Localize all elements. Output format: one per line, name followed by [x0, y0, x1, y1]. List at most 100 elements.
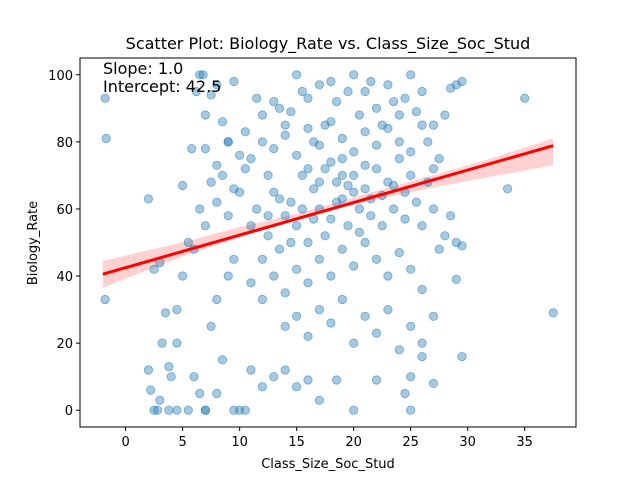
- data-point: [291, 311, 302, 321]
- data-point: [178, 180, 188, 191]
- data-point: [383, 271, 393, 281]
- data-point: [257, 110, 267, 120]
- data-point: [326, 157, 336, 167]
- data-point: [394, 248, 404, 258]
- data-point: [417, 351, 427, 362]
- confidence-band-layer: [102, 138, 554, 288]
- data-point: [343, 86, 353, 97]
- data-point: [406, 405, 416, 415]
- data-point: [274, 194, 285, 204]
- data-point: [548, 308, 558, 318]
- data-point: [157, 338, 167, 348]
- data-point: [337, 294, 347, 305]
- data-point: [349, 170, 359, 180]
- data-point: [100, 93, 110, 103]
- data-point: [212, 388, 222, 399]
- data-point: [349, 405, 359, 415]
- data-point: [349, 261, 359, 271]
- data-point: [291, 382, 302, 392]
- data-point: [337, 244, 347, 254]
- data-point: [269, 271, 279, 281]
- data-point: [440, 231, 450, 241]
- data-point: [371, 328, 382, 338]
- data-point: [291, 70, 302, 80]
- data-point: [360, 311, 370, 321]
- data-point: [371, 140, 382, 150]
- data-point: [406, 147, 416, 157]
- data-point: [195, 388, 205, 399]
- data-point: [286, 237, 296, 248]
- data-point: [406, 321, 416, 331]
- data-point: [206, 90, 216, 100]
- data-point: [223, 211, 233, 221]
- data-point: [263, 211, 273, 221]
- data-point: [164, 405, 174, 415]
- data-point: [183, 237, 193, 248]
- data-point: [217, 355, 228, 365]
- data-point: [394, 110, 404, 120]
- data-point: [240, 405, 250, 415]
- data-point: [354, 204, 364, 214]
- data-point: [366, 76, 376, 87]
- data-point: [326, 318, 336, 328]
- data-point: [229, 254, 239, 264]
- data-point: [388, 180, 399, 191]
- data-point: [428, 164, 439, 174]
- y-ticks: 0 20 40 60 80 100: [48, 69, 80, 419]
- data-point: [377, 221, 387, 231]
- y-tick-label: 0: [65, 404, 73, 419]
- data-point: [269, 97, 279, 107]
- y-tick-label: 20: [56, 337, 73, 352]
- data-point: [212, 160, 222, 170]
- data-point: [280, 288, 290, 298]
- data-point: [303, 331, 313, 341]
- data-point: [257, 137, 267, 147]
- x-tick-label: 25: [402, 435, 419, 450]
- data-point: [263, 170, 273, 180]
- data-point: [195, 70, 205, 80]
- intercept-annotation: Intercept: 42.5: [103, 77, 221, 96]
- data-point: [303, 93, 313, 103]
- data-point: [383, 123, 393, 133]
- y-tick-label: 40: [56, 270, 73, 285]
- data-point: [309, 184, 319, 194]
- data-point: [371, 103, 382, 113]
- data-point: [257, 294, 267, 305]
- x-axis-label: Class_Size_Soc_Stud: [261, 457, 395, 472]
- data-point: [383, 177, 393, 187]
- data-point: [246, 221, 256, 231]
- data-point: [291, 264, 302, 274]
- regression-line: [102, 144, 554, 276]
- data-point: [195, 204, 205, 214]
- data-point: [149, 405, 159, 415]
- data-point: [354, 227, 364, 237]
- data-point: [200, 144, 210, 154]
- y-tick-label: 80: [56, 136, 73, 151]
- data-point: [457, 241, 467, 251]
- data-point: [269, 372, 279, 382]
- data-point: [252, 204, 262, 214]
- data-point: [212, 197, 222, 207]
- data-point: [360, 127, 370, 137]
- data-point: [314, 395, 324, 405]
- confidence-band: [102, 138, 554, 288]
- data-point: [286, 107, 296, 117]
- data-point: [172, 304, 182, 315]
- data-point: [149, 264, 159, 274]
- data-point: [314, 80, 324, 90]
- data-point: [309, 137, 319, 147]
- data-point: [337, 133, 347, 144]
- data-point: [331, 97, 342, 107]
- y-tick-label: 100: [48, 69, 73, 84]
- data-point: [146, 385, 156, 395]
- data-point: [428, 311, 439, 321]
- data-point: [360, 160, 370, 170]
- data-point: [320, 231, 330, 241]
- x-tick-label: 5: [178, 435, 186, 450]
- data-point: [406, 70, 416, 80]
- data-point: [269, 187, 279, 197]
- x-tick-label: 20: [345, 435, 362, 450]
- x-tick-label: 30: [459, 435, 476, 450]
- data-point: [223, 271, 233, 281]
- data-point: [428, 204, 439, 214]
